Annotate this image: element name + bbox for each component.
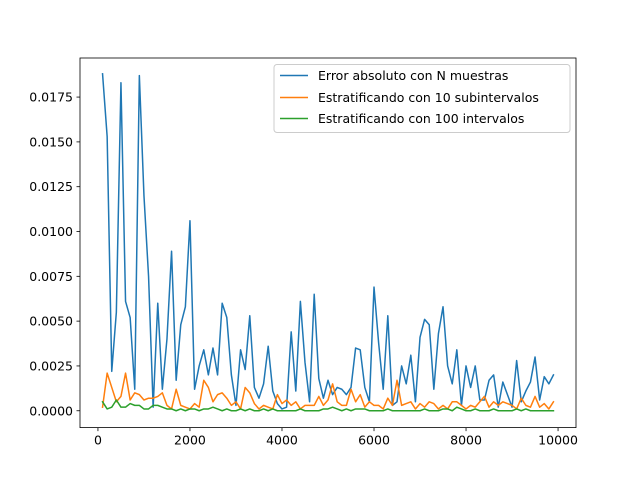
x-tick-label: 8000	[450, 433, 482, 448]
y-tick-label: 0.0175	[29, 90, 73, 105]
x-axis: 0 2000 4000 6000 8000 10000	[94, 427, 578, 448]
y-tick-label: 0.0025	[29, 358, 73, 373]
y-tick-label: 0.0150	[29, 134, 73, 149]
x-tick-label: 2000	[174, 433, 206, 448]
legend-label-estratificando-100: Estratificando con 100 intervalos	[318, 111, 524, 126]
x-tick-label: 6000	[358, 433, 390, 448]
x-tick-label: 10000	[538, 433, 578, 448]
legend-box	[273, 64, 571, 133]
y-axis: 0.0000 0.0025 0.0050 0.0075 0.0100 0.0125 0.01…	[29, 90, 80, 418]
legend-label-error-absoluto: Error absoluto con N muestras	[318, 68, 508, 83]
series-line-1	[101, 72, 555, 410]
axes-frame	[79, 57, 577, 429]
y-tick-label: 0.0100	[29, 224, 73, 239]
x-tick-label: 4000	[266, 433, 298, 448]
x-tick-label: 0	[94, 433, 102, 448]
y-tick-label: 0.0125	[29, 179, 73, 194]
y-tick-label: 0.0050	[29, 314, 73, 329]
plot-area	[101, 72, 555, 412]
series-line-2	[101, 372, 555, 410]
y-tick-label: 0.0000	[29, 403, 73, 418]
series-line-3	[101, 399, 555, 412]
legend: Error absoluto con N muestras Estratific…	[273, 64, 571, 133]
legend-label-estratificando-10: Estratificando con 10 subintervalos	[318, 90, 539, 105]
y-tick-label: 0.0075	[29, 269, 73, 284]
